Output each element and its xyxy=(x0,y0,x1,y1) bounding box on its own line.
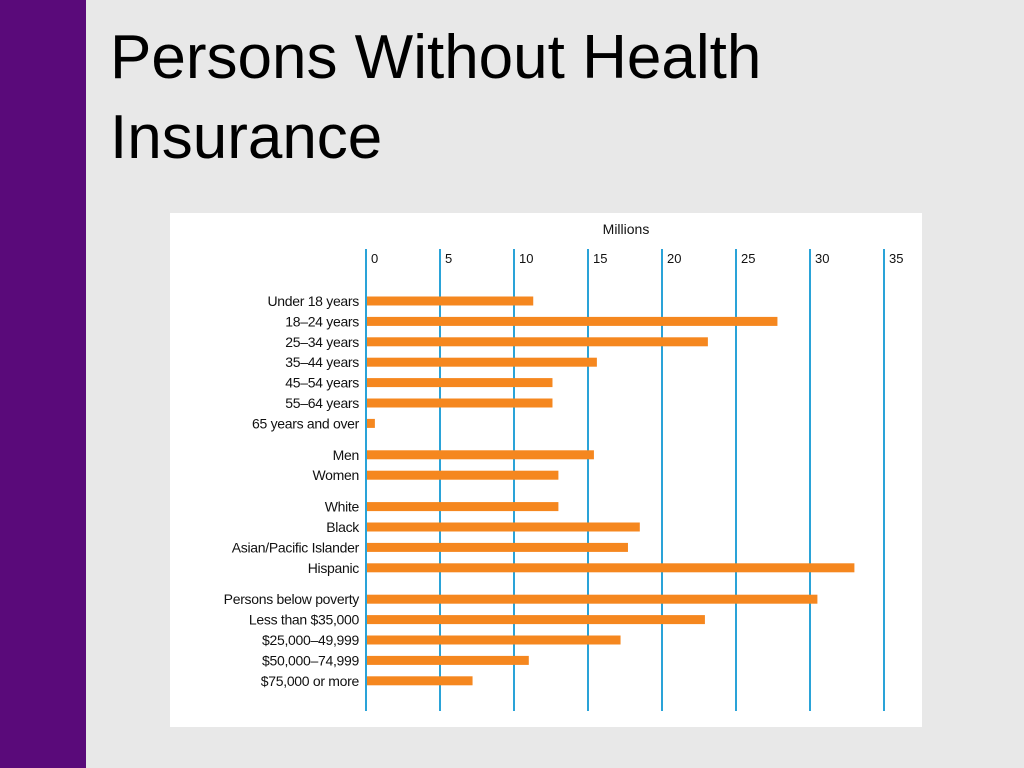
bar xyxy=(367,676,473,686)
category-label: Hispanic xyxy=(308,560,360,576)
category-label: Men xyxy=(333,447,359,463)
category-label: 65 years and over xyxy=(252,415,360,431)
bar xyxy=(367,398,553,408)
x-tick-label: 10 xyxy=(519,251,533,266)
category-label: Black xyxy=(326,519,360,535)
category-label: 55–64 years xyxy=(285,395,359,411)
category-label: Under 18 years xyxy=(267,293,359,309)
x-tick-label: 0 xyxy=(371,251,378,266)
category-label: 35–44 years xyxy=(285,354,359,370)
x-tick-label: 30 xyxy=(815,251,829,266)
slide-accent-sidebar xyxy=(0,0,86,768)
category-label: Women xyxy=(313,467,359,483)
bar-chart: Millions 0 5 10 15 20 25 30 35 Under 18 years 18–… xyxy=(224,221,903,711)
category-label: $75,000 or more xyxy=(261,673,360,689)
bar xyxy=(367,337,708,347)
x-tick-label: 20 xyxy=(667,251,681,266)
category-label: Persons below poverty xyxy=(224,591,360,607)
bar xyxy=(367,542,628,552)
bar xyxy=(367,502,559,512)
x-tick-label: 25 xyxy=(741,251,755,266)
axis-title: Millions xyxy=(603,221,650,237)
bar xyxy=(367,470,559,480)
category-label: 45–54 years xyxy=(285,375,359,391)
bar xyxy=(367,635,621,645)
bar xyxy=(367,522,640,532)
bar xyxy=(367,418,375,428)
bar xyxy=(367,296,534,306)
x-tick-label: 5 xyxy=(445,251,452,266)
category-label: Asian/Pacific Islander xyxy=(232,539,360,555)
bar xyxy=(367,357,597,367)
category-label: 25–34 years xyxy=(285,334,359,350)
category-label: 18–24 years xyxy=(285,313,359,329)
bar xyxy=(367,450,594,460)
chart-panel: Millions 0 5 10 15 20 25 30 35 Under 18 years 18–… xyxy=(170,213,922,727)
category-label: $25,000–49,999 xyxy=(262,632,360,648)
bar xyxy=(367,563,855,573)
bar xyxy=(367,615,705,625)
x-tick-label: 15 xyxy=(593,251,607,266)
bar xyxy=(367,594,818,604)
bar xyxy=(367,378,553,388)
bar xyxy=(367,316,778,326)
category-label: Less than $35,000 xyxy=(249,612,360,628)
slide-title: Persons Without Health Insurance xyxy=(110,23,762,172)
category-label: $50,000–74,999 xyxy=(262,652,360,668)
x-tick-label: 35 xyxy=(889,251,903,266)
category-label: White xyxy=(325,499,360,515)
bar xyxy=(367,655,529,665)
